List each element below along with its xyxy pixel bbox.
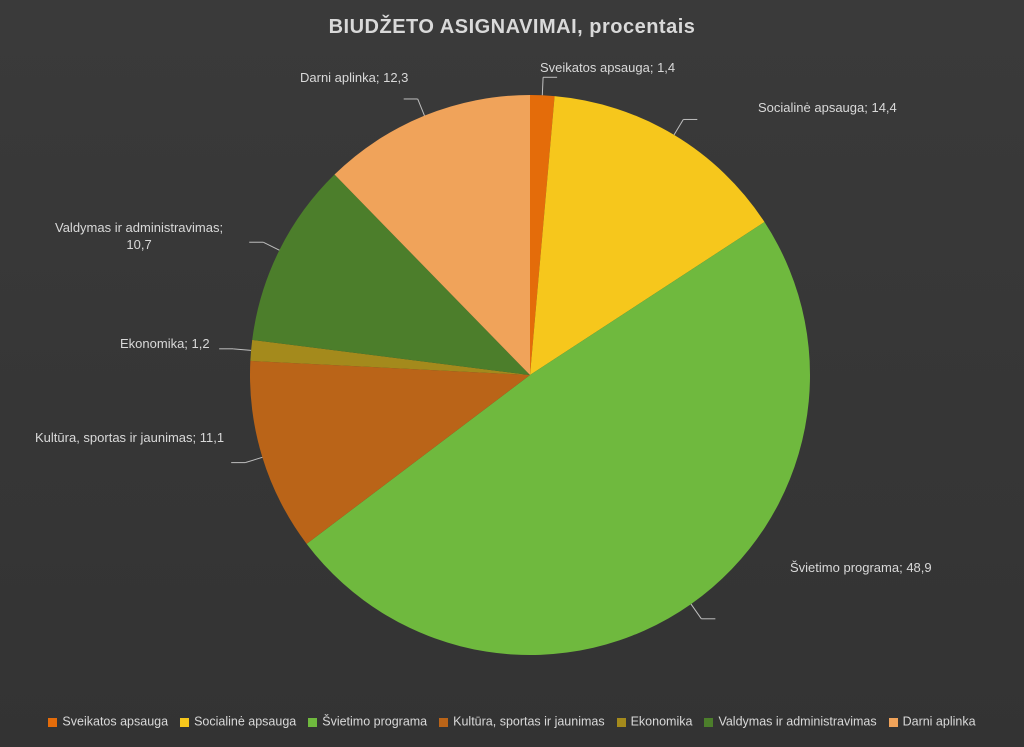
leader-line (245, 457, 262, 462)
slice-label: Sveikatos apsauga; 1,4 (540, 60, 675, 77)
slice-label: Valdymas ir administravimas; 10,7 (55, 220, 223, 254)
leader-line (263, 242, 279, 250)
pie-chart-container: BIUDŽETO ASIGNAVIMAI, procentais Sveikat… (0, 0, 1024, 747)
legend-item: Švietimo programa (308, 714, 427, 729)
legend-swatch (48, 718, 57, 727)
legend-text: Sveikatos apsauga (62, 715, 168, 729)
legend-text: Valdymas ir administravimas (718, 715, 876, 729)
legend-swatch (889, 718, 898, 727)
leader-line (233, 349, 251, 351)
legend-item: Valdymas ir administravimas (704, 714, 876, 729)
legend-item: Darni aplinka (889, 714, 976, 729)
slice-label: Švietimo programa; 48,9 (790, 560, 932, 577)
legend: Sveikatos apsauga Socialinė apsauga Švieti… (0, 714, 1024, 729)
slice-label: Socialinė apsauga; 14,4 (758, 100, 897, 117)
legend-text: Darni aplinka (903, 715, 976, 729)
legend-swatch (439, 718, 448, 727)
legend-item: Socialinė apsauga (180, 714, 296, 729)
leader-line (542, 77, 543, 95)
legend-swatch (617, 718, 626, 727)
leader-line (418, 99, 425, 116)
legend-text: Švietimo programa (322, 715, 427, 729)
legend-text: Kultūra, sportas ir jaunimas (453, 715, 604, 729)
legend-swatch (704, 718, 713, 727)
legend-item: Kultūra, sportas ir jaunimas (439, 714, 604, 729)
slice-label: Darni aplinka; 12,3 (300, 70, 408, 87)
legend-swatch (180, 718, 189, 727)
leader-line (691, 604, 701, 619)
slice-label: Kultūra, sportas ir jaunimas; 11,1 (35, 430, 224, 447)
legend-item: Ekonomika (617, 714, 693, 729)
legend-item: Sveikatos apsauga (48, 714, 168, 729)
leader-line (674, 119, 683, 134)
legend-text: Ekonomika (631, 715, 693, 729)
legend-text: Socialinė apsauga (194, 715, 296, 729)
slice-label: Ekonomika; 1,2 (120, 336, 210, 353)
legend-swatch (308, 718, 317, 727)
